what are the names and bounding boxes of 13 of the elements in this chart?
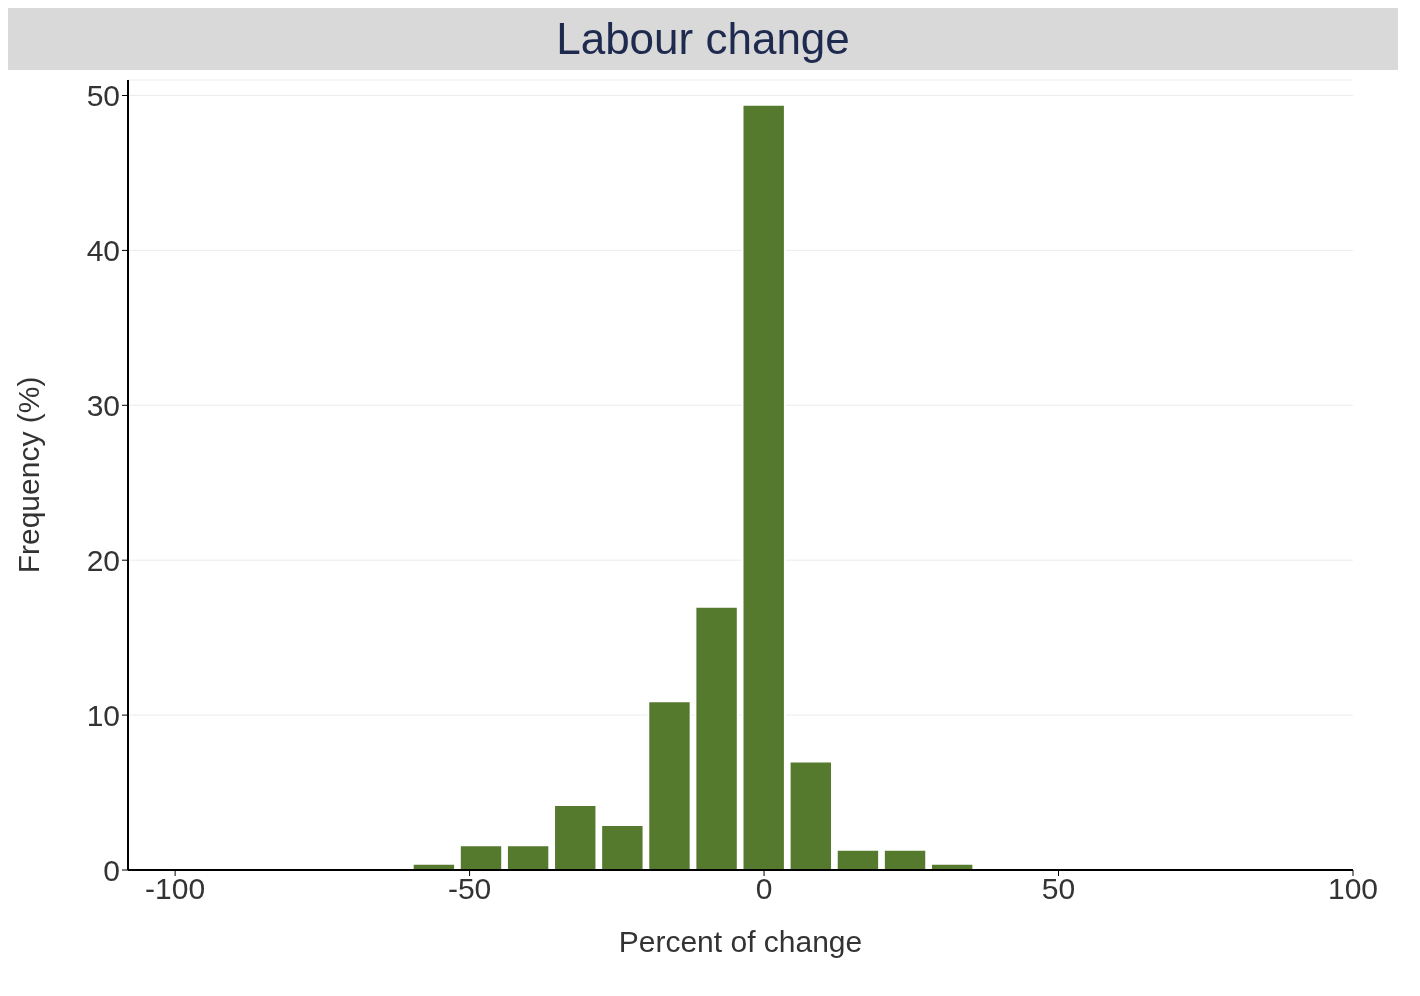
chart-title: Labour change [8,8,1398,70]
y-tick-label: 10 [86,698,120,732]
y-tick-label: 50 [86,79,120,113]
x-tick-label: -50 [447,872,492,906]
y-tick-label: 20 [86,543,120,577]
x-tick-label: 50 [1041,872,1076,906]
x-tick-label: 100 [1327,872,1379,906]
y-tick-label: 40 [86,234,120,268]
x-tick-label: -100 [145,872,206,906]
y-tick-label: 30 [86,388,120,422]
y-axis-title: Frequency (%) [11,376,45,574]
x-axis-title: Percent of change [618,925,863,958]
x-tick-label: 0 [755,872,773,906]
